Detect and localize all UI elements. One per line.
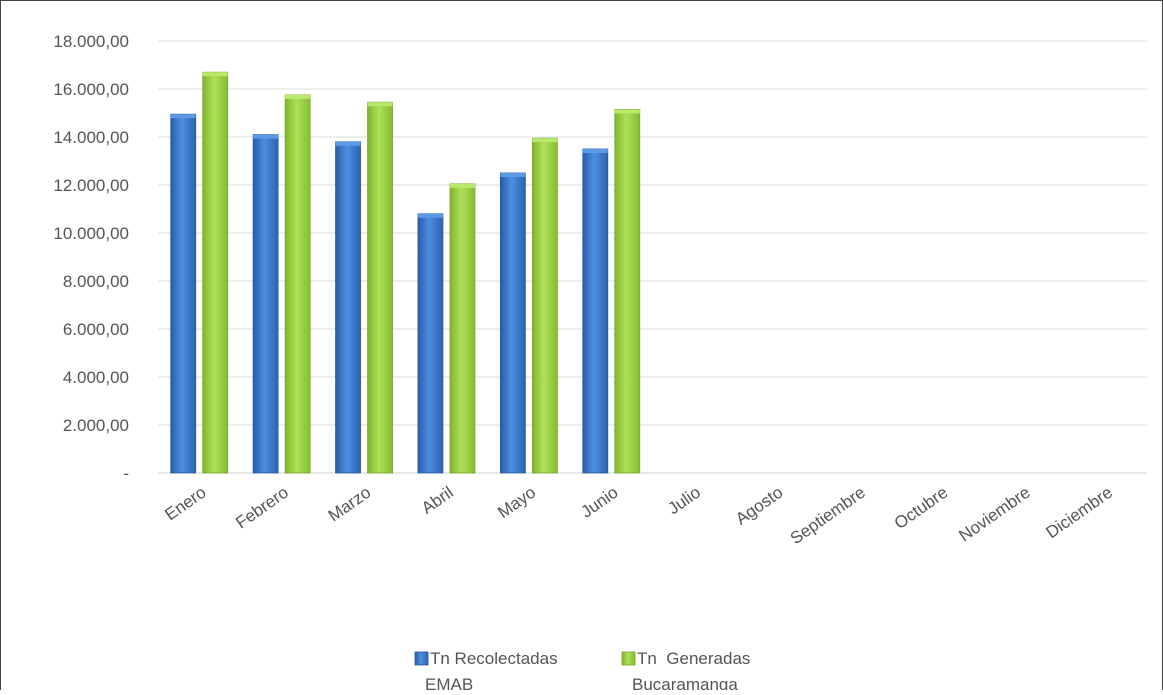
bar-generadas — [614, 109, 641, 474]
y-tick-label: 16.000,00 — [53, 80, 129, 99]
x-axis-ticks: Enero Febrero Marzo Abril Mayo Junio Julio Agos… — [161, 483, 1116, 548]
bar-top-highlight — [449, 183, 475, 188]
bar-top-highlight — [335, 141, 361, 146]
y-tick-label: 10.000,00 — [53, 224, 129, 243]
bar-generadas — [449, 183, 476, 474]
x-tick-label: Octubre — [891, 483, 951, 533]
legend-swatch — [414, 651, 429, 666]
bar-generadas — [367, 101, 393, 474]
bar-top-highlight — [202, 72, 228, 77]
x-tick-label: Febrero — [232, 483, 292, 533]
gridlines — [158, 40, 1147, 474]
y-tick-label: 12.000,00 — [53, 176, 129, 195]
legend-swatch — [621, 651, 636, 666]
bar-recolectadas — [582, 148, 609, 474]
bar-recolectadas — [252, 134, 279, 474]
x-tick-label: Mayo — [494, 483, 539, 522]
y-tick-label: 14.000,00 — [53, 128, 129, 147]
bar-generadas — [284, 94, 311, 474]
bar-top-highlight — [367, 102, 393, 107]
y-tick-label: 2.000,00 — [63, 416, 129, 435]
bar-top-highlight — [417, 213, 443, 218]
x-tick-label: Julio — [664, 483, 704, 519]
bar-top-highlight — [614, 109, 640, 114]
bar-top-highlight — [582, 149, 608, 153]
bar-top-highlight — [285, 95, 311, 99]
bar-top-highlight — [500, 173, 526, 177]
x-tick-label: Agosto — [732, 483, 786, 529]
bar-recolectadas — [499, 172, 526, 474]
x-tick-label: Junio — [577, 483, 621, 522]
legend: Tn Recolectadas EMAB Tn Generadas Bucaraman… — [414, 649, 750, 694]
bar-generadas — [531, 137, 558, 474]
bars — [170, 71, 641, 474]
legend-label: Bucaramanga — [632, 675, 738, 690]
bar-top-highlight — [532, 138, 558, 143]
y-tick-label: 18.000,00 — [53, 32, 129, 51]
x-tick-label: Septiembre — [787, 483, 869, 548]
legend-label: Tn Generadas — [637, 649, 750, 668]
bar-recolectadas — [170, 113, 197, 474]
x-tick-label: Abril — [418, 483, 457, 518]
y-tick-label: - — [123, 464, 129, 483]
legend-label: EMAB — [425, 675, 473, 690]
bar-generadas — [202, 71, 229, 474]
x-tick-label: Enero — [161, 483, 209, 525]
x-tick-label: Diciembre — [1042, 483, 1116, 542]
y-axis-ticks: - 2.000,00 4.000,00 6.000,00 8.000,00 10.000,… — [53, 32, 129, 483]
x-tick-label: Noviembre — [955, 483, 1033, 546]
legend-label: Tn Recolectadas — [430, 649, 558, 668]
bar-top-highlight — [253, 134, 279, 139]
y-tick-label: 6.000,00 — [63, 320, 129, 339]
x-tick-label: Marzo — [325, 483, 375, 526]
y-tick-label: 8.000,00 — [63, 272, 129, 291]
bar-recolectadas — [417, 213, 444, 474]
bar-recolectadas — [335, 141, 361, 474]
y-tick-label: 4.000,00 — [63, 368, 129, 387]
bar-top-highlight — [170, 114, 196, 119]
